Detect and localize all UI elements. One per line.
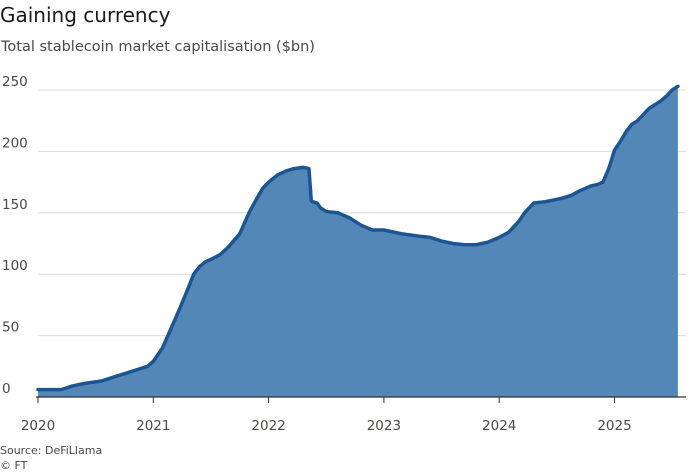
- chart-subtitle: Total stablecoin market capitalisation (…: [1, 39, 315, 55]
- y-tick-label-50: 50: [2, 320, 19, 336]
- y-tick-label-150: 150: [2, 197, 28, 213]
- y-tick-label-0: 0: [2, 381, 11, 397]
- x-tick-label-2024: 2024: [482, 418, 516, 434]
- chart-title: Gaining currency: [0, 3, 171, 27]
- x-tick-label-2021: 2021: [136, 418, 170, 434]
- axis-layer: 0 50 100 150 200 250 2020 2021 2022 2023 2024 2025: [2, 74, 686, 434]
- credit-note: © FT: [0, 459, 28, 472]
- area-layer: [36, 84, 680, 397]
- source-note: Source: DeFiLlama: [0, 444, 103, 457]
- x-tick-label-2023: 2023: [367, 418, 401, 434]
- y-tick-label-100: 100: [2, 258, 28, 274]
- x-tick-label-2020: 2020: [21, 418, 55, 434]
- x-tick-label-2025: 2025: [597, 418, 631, 434]
- series-area: [38, 86, 678, 397]
- series-line: [36, 84, 680, 392]
- x-tick-label-2022: 2022: [251, 418, 285, 434]
- y-tick-label-200: 200: [2, 135, 28, 151]
- y-tick-label-250: 250: [2, 74, 28, 90]
